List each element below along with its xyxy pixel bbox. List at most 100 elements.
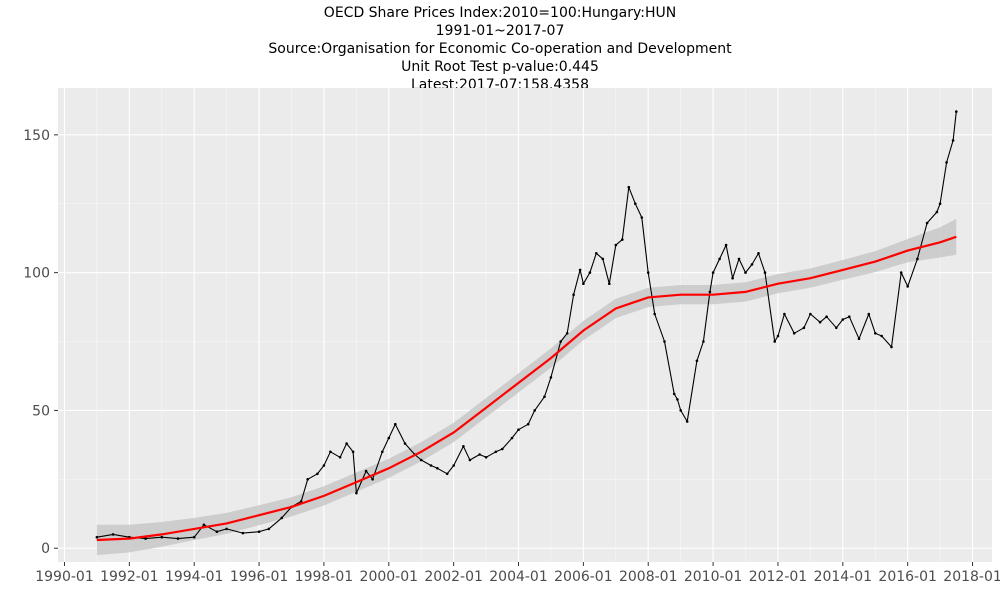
x-tick-label: 1998-01 (295, 569, 354, 585)
price-point (737, 257, 741, 261)
price-point (731, 276, 734, 280)
price-point (676, 398, 679, 401)
price-point (257, 530, 261, 533)
x-tick-label: 2010-01 (684, 569, 743, 585)
price-point (672, 392, 676, 396)
price-point (825, 315, 828, 319)
price-point (468, 458, 472, 462)
x-tick-label: 2012-01 (749, 569, 808, 585)
price-point (614, 243, 618, 247)
price-point (484, 456, 488, 459)
price-point (351, 450, 355, 454)
price-point (394, 422, 397, 426)
price-point (809, 312, 812, 316)
price-point (595, 252, 598, 255)
price-point (241, 531, 245, 535)
price-point (225, 527, 228, 531)
price-point (848, 315, 851, 319)
x-tick-label: 2014-01 (814, 569, 873, 585)
price-point (634, 202, 637, 205)
price-point (403, 442, 407, 445)
price-point (695, 359, 699, 363)
price-point (608, 282, 611, 286)
price-point (462, 445, 465, 448)
price-point (744, 271, 747, 274)
price-point (202, 523, 206, 527)
x-tick-label: 1990-01 (35, 569, 94, 585)
price-series-layer (95, 110, 958, 540)
x-tick-label: 1994-01 (165, 569, 224, 585)
price-point (452, 464, 456, 467)
price-point (267, 527, 271, 531)
price-point (880, 334, 883, 338)
price-point (565, 332, 569, 335)
x-tick-label: 2008-01 (619, 569, 678, 585)
price-point (783, 312, 786, 316)
price-point (685, 420, 689, 423)
price-point (526, 422, 530, 426)
price-point (338, 456, 342, 459)
price-point (792, 332, 796, 335)
price-point (316, 472, 319, 476)
price-point (890, 345, 893, 349)
x-tick-label: 2018-01 (943, 569, 1000, 585)
chart-title-block: OECD Share Prices Index:2010=100:Hungary… (0, 4, 1000, 94)
price-point (916, 257, 919, 261)
trend-confidence-band (96, 218, 957, 556)
price-point (578, 268, 582, 272)
price-point (588, 271, 592, 274)
price-point (925, 221, 929, 225)
price-point (750, 263, 754, 266)
price-point (371, 478, 374, 481)
price-point (215, 530, 219, 533)
price-point (501, 447, 504, 451)
price-series-line (96, 111, 957, 540)
price-point (299, 500, 303, 503)
y-tick-label: 50 (32, 403, 50, 419)
price-point (841, 318, 845, 321)
chart-date-range: 1991-01~2017-07 (435, 23, 565, 39)
x-tick-label: 2006-01 (554, 569, 613, 585)
trend-line (96, 235, 957, 542)
price-point (345, 442, 348, 445)
price-point (899, 271, 903, 274)
price-point (306, 478, 310, 481)
price-point (533, 409, 536, 412)
price-point (429, 464, 433, 467)
price-point (951, 139, 955, 142)
price-point (322, 464, 326, 467)
price-point (663, 340, 666, 343)
x-tick-label: 2000-01 (360, 569, 419, 585)
price-point (711, 271, 715, 274)
y-axis: 0 50 100 150 (23, 128, 58, 557)
price-point (835, 326, 838, 330)
price-point (329, 450, 332, 454)
price-point (945, 161, 948, 164)
price-point (857, 337, 861, 341)
price-point (874, 332, 877, 335)
price-point (543, 395, 546, 399)
price-point (773, 340, 776, 343)
price-point (763, 271, 767, 274)
price-point (818, 320, 822, 324)
price-point (381, 450, 384, 454)
chart-source: Source:Organisation for Economic Co-oper… (268, 41, 732, 57)
price-point (621, 238, 624, 241)
price-point (601, 257, 605, 261)
x-tick-label: 1996-01 (230, 569, 289, 585)
price-point (935, 210, 939, 214)
price-point (938, 202, 942, 205)
price-point (419, 458, 423, 462)
x-tick-label: 1992-01 (100, 569, 159, 585)
price-point (176, 537, 180, 540)
price-point (355, 491, 358, 495)
price-point (702, 340, 705, 343)
price-point (867, 312, 871, 316)
chart-title: OECD Share Prices Index:2010=100:Hungary… (323, 5, 677, 21)
price-point (280, 516, 284, 520)
price-point (517, 428, 520, 432)
x-tick-label: 2002-01 (424, 569, 483, 585)
x-tick-label: 2016-01 (878, 569, 937, 585)
price-point (679, 409, 682, 412)
major-gridlines (58, 88, 992, 562)
